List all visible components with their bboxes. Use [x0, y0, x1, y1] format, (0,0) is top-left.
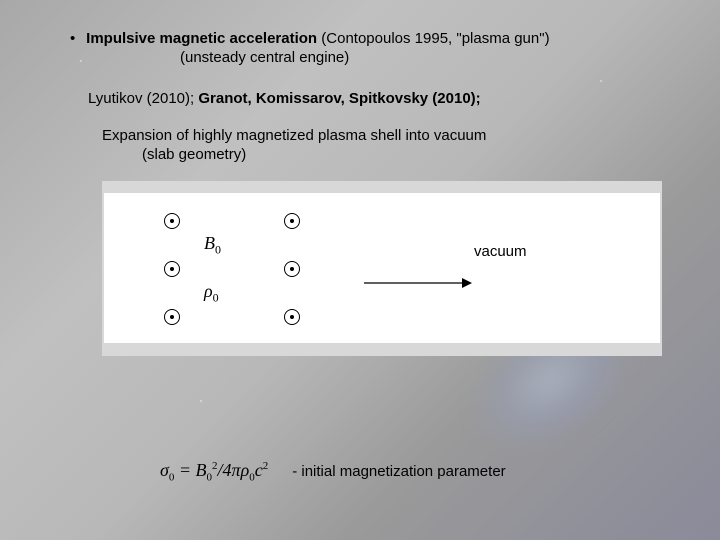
vacuum-label: vacuum: [474, 243, 527, 260]
b-sub: 0: [215, 243, 221, 257]
field-dot-icon: [164, 261, 180, 277]
field-dot-icon: [284, 261, 300, 277]
description-line1: Expansion of highly magnetized plasma sh…: [102, 127, 680, 144]
plasma-diagram: B0 ρ0 vacuum: [102, 181, 662, 356]
field-dot-icon: [284, 213, 300, 229]
title-line: • Impulsive magnetic acceleration (Conto…: [70, 30, 680, 47]
sigma-sym: σ: [160, 460, 169, 480]
refs-bold: Granot, Komissarov, Spitkovsky (2010);: [198, 90, 480, 107]
refs-plain: Lyutikov (2010);: [88, 90, 198, 107]
rho-sub: 0: [213, 291, 219, 305]
description-line2: (slab geometry): [142, 146, 680, 163]
eq-rho: ρ: [241, 460, 250, 480]
eq-c-sup: 2: [263, 460, 269, 472]
field-dot-icon: [164, 213, 180, 229]
field-dot-icon: [164, 309, 180, 325]
subtitle: (unsteady central engine): [180, 49, 680, 66]
bullet: •: [70, 30, 82, 47]
eq-B-sub: 0: [207, 472, 213, 484]
rho0-symbol: ρ0: [204, 281, 219, 306]
eq-c: c: [255, 460, 263, 480]
diagram-inner: B0 ρ0 vacuum: [104, 193, 660, 343]
b0-symbol: B0: [204, 233, 221, 258]
sigma-equation: σ0 = B02/4πρ0c2: [160, 460, 268, 484]
rho-letter: ρ: [204, 281, 213, 301]
eq-sign: =: [174, 460, 195, 480]
equation-label: - initial magnetization parameter: [292, 463, 505, 480]
references: Lyutikov (2010); Granot, Komissarov, Spi…: [88, 90, 680, 107]
b-letter: B: [204, 233, 215, 253]
title-rest: (Contopoulos 1995, "plasma gun"): [317, 30, 549, 47]
eq-B: B: [196, 460, 207, 480]
star-decoration: [200, 400, 202, 402]
eq-slash: /4π: [218, 460, 241, 480]
slide-content: • Impulsive magnetic acceleration (Conto…: [0, 0, 720, 386]
arrow-icon: [364, 275, 474, 291]
title-bold: Impulsive magnetic acceleration: [86, 30, 317, 47]
equation-row: σ0 = B02/4πρ0c2 - initial magnetization …: [160, 460, 506, 484]
field-dot-icon: [284, 309, 300, 325]
